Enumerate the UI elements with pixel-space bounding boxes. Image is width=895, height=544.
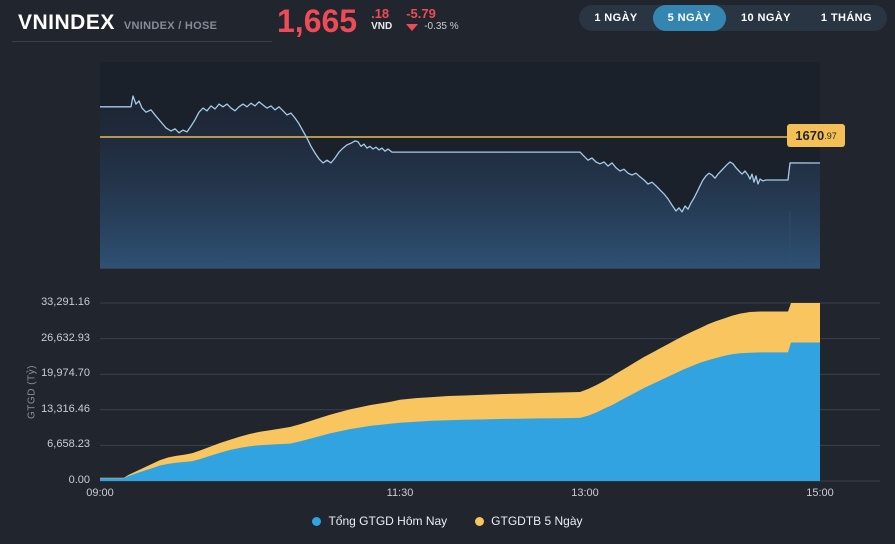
- y-axis-tick-label: 6,658.23: [47, 438, 90, 450]
- price-area-fill: [100, 96, 820, 268]
- tab-5-ngay[interactable]: 5 NGÀY: [652, 5, 727, 31]
- price-decimal: .18: [371, 6, 390, 21]
- price-value: 1,665: [277, 3, 358, 39]
- x-axis-tick-label: 09:00: [86, 487, 114, 499]
- price-block: 1,665 .18 VND -5.79 -0.35 %: [277, 4, 459, 38]
- legend-dot-yellow: [475, 516, 485, 526]
- timeframe-tabbar: 1 NGÀY 5 NGÀY 10 NGÀY 1 THÁNG: [579, 5, 887, 31]
- legend-dot-blue: [312, 516, 322, 526]
- price-currency: VND: [371, 21, 393, 32]
- legend-item-5day-avg[interactable]: GTGDTB 5 Ngày: [475, 514, 583, 528]
- arrow-down-icon: [406, 23, 419, 31]
- chart-legend: Tổng GTGD Hôm Nay GTGDTB 5 Ngày: [0, 514, 895, 528]
- tab-1-thang[interactable]: 1 THÁNG: [820, 12, 872, 24]
- y-axis-tick-label: 0.00: [68, 474, 90, 486]
- tab-1-ngay[interactable]: 1 NGÀY: [594, 12, 638, 24]
- tab-10-ngay[interactable]: 10 NGÀY: [741, 12, 791, 24]
- page-title: VNINDEX: [18, 11, 115, 34]
- price-change-percent: -0.35 %: [424, 21, 459, 32]
- symbol-subtitle: VNINDEX / HOSE: [123, 20, 218, 32]
- y-axis-tick-label: 33,291.16: [41, 296, 90, 308]
- legend-item-today[interactable]: Tổng GTGD Hôm Nay: [312, 514, 447, 528]
- symbol-header: VNINDEX VNINDEX / HOSE: [18, 11, 217, 35]
- y-axis-tick-label: 19,974.70: [41, 367, 90, 379]
- y-axis-title: GTGD (Tỷ): [26, 365, 38, 419]
- x-axis-tick-label: 13:00: [571, 487, 599, 499]
- area-series-tổng-gtgd-hôm-nay: [100, 342, 820, 481]
- header-divider: [12, 41, 272, 42]
- x-axis-tick-label: 15:00: [806, 487, 834, 499]
- price-change: -5.79: [406, 6, 436, 21]
- price-sub-block: .18 VND: [371, 4, 392, 33]
- x-axis-tick-label: 11:30: [386, 487, 414, 499]
- price-line: [100, 95, 821, 213]
- reference-price-label: 1670.97: [787, 124, 845, 147]
- price-change-block: -5.79 -0.35 %: [406, 4, 459, 33]
- y-axis-tick-label: 13,316.46: [41, 403, 90, 415]
- y-axis-tick-label: 26,632.93: [41, 332, 90, 344]
